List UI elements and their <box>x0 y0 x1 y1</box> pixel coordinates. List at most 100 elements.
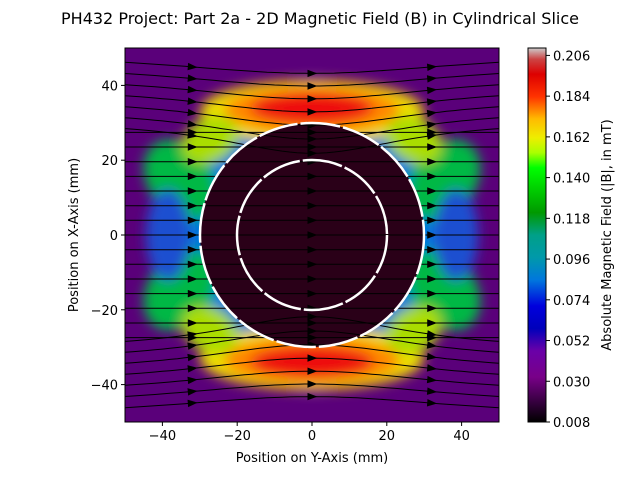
streamline-arrow <box>427 172 438 181</box>
streamline-arrow <box>307 69 318 78</box>
streamline-arrow <box>427 275 438 283</box>
y-tick-label: −40 <box>91 379 118 394</box>
streamline-arrow <box>426 352 438 361</box>
streamline-arrow <box>426 132 438 140</box>
streamline-arrow <box>307 216 318 225</box>
streamline-arrow <box>307 95 318 103</box>
y-tick-label: 20 <box>101 154 118 169</box>
streamline-arrow <box>187 62 198 71</box>
streamline-arrow <box>187 120 198 128</box>
streamline-arrow <box>187 399 198 408</box>
x-tick-label: 20 <box>379 429 396 444</box>
streamline-arrow <box>187 260 198 269</box>
streamline-arrow <box>307 327 318 335</box>
colorbar-tick-label: 0.008 <box>553 416 590 431</box>
streamline-arrow <box>427 245 438 254</box>
streamline-arrow <box>307 354 318 362</box>
streamline-arrow <box>187 216 198 225</box>
streamline-arrow <box>426 364 438 372</box>
streamline-arrow <box>427 216 438 225</box>
x-tick-label: −20 <box>223 429 250 444</box>
streamline-arrow <box>307 82 318 90</box>
streamline-arrow <box>427 289 438 298</box>
streamline-arrow <box>307 108 318 116</box>
streamline-arrow <box>427 333 438 342</box>
streamline-arrow <box>427 231 438 239</box>
streamline-arrow <box>307 289 318 298</box>
streamline-arrow <box>426 63 438 71</box>
streamline-arrow <box>187 353 198 362</box>
colorbar-tick-label: 0.052 <box>553 335 590 350</box>
streamline-arrow <box>187 85 198 94</box>
streamline-arrow <box>187 74 198 82</box>
plot-area <box>125 48 499 422</box>
streamline-arrow <box>426 121 438 129</box>
y-axis-label: Position on X-Axis (mm) <box>67 158 82 312</box>
streamline-arrow <box>307 143 318 151</box>
streamline-arrow <box>187 108 198 117</box>
x-axis-label: Position on Y-Axis (mm) <box>236 451 388 466</box>
streamline-arrow <box>427 157 438 166</box>
streamline-arrow <box>307 380 318 388</box>
y-tick-label: 40 <box>101 79 118 94</box>
colorbar-ticks: 0.008 0.030 0.052 0.074 0.096 0.118 0.140 0.162… <box>546 49 590 431</box>
colorbar-tick-label: 0.206 <box>553 49 590 64</box>
streamline-arrow <box>187 97 198 105</box>
streamline-arrow <box>426 86 438 95</box>
colorbar-tick-label: 0.140 <box>553 172 590 187</box>
outer-circle <box>198 121 426 349</box>
streamline-arrow <box>187 342 198 350</box>
colorbar-tick-label: 0.118 <box>553 212 590 227</box>
streamline-arrow <box>187 275 198 283</box>
streamline-arrow <box>307 201 318 210</box>
streamline-arrow <box>187 289 198 298</box>
chart-title: PH432 Project: Part 2a - 2D Magnetic Fie… <box>61 9 579 28</box>
streamline-arrow <box>307 367 318 375</box>
colorbar <box>527 47 547 423</box>
streamline-arrow <box>307 245 318 254</box>
streamline-arrow <box>187 231 198 239</box>
y-tick-label: −20 <box>91 304 118 319</box>
x-tick-label: 40 <box>453 429 470 444</box>
streamline-arrow <box>427 201 438 210</box>
streamline-arrow <box>307 319 318 327</box>
streamline-arrow <box>307 392 318 401</box>
streamline-arrow <box>426 375 438 384</box>
streamline-arrow <box>307 172 318 181</box>
colorbar-tick-label: 0.074 <box>553 294 590 309</box>
colorbar-tick-label: 0.162 <box>553 131 590 146</box>
y-axis-ticks: −40 −20 0 20 40 <box>91 79 125 394</box>
colorbar-tick-label: 0.184 <box>553 90 590 105</box>
inner-circle <box>235 158 389 312</box>
streamline-arrow <box>307 231 318 239</box>
streamline-arrow <box>187 376 198 385</box>
streamline-arrow <box>187 143 198 151</box>
streamline-arrow <box>426 109 438 118</box>
streamline-arrow <box>427 187 438 195</box>
streamline-arrow <box>427 319 438 327</box>
streamline-arrow <box>187 333 198 342</box>
streamline-arrow <box>187 304 198 313</box>
streamline-arrow <box>307 128 318 137</box>
streamline-arrow <box>426 75 438 83</box>
streamline-arrow <box>187 131 198 139</box>
streamline-arrow <box>307 260 318 269</box>
streamline-arrow <box>427 304 438 313</box>
colorbar-label: Absolute Magnetic Field (|B|, in mT) <box>600 119 615 350</box>
streamline-arrow <box>187 172 198 181</box>
x-tick-label: 0 <box>308 429 316 444</box>
streamline-arrow <box>307 135 318 143</box>
streamline-arrow <box>187 201 198 210</box>
streamline-arrow <box>307 312 318 321</box>
streamline-arrow <box>426 399 438 407</box>
streamline-arrow <box>187 157 198 166</box>
streamline-arrow <box>187 187 198 195</box>
y-tick-label: 0 <box>110 229 118 244</box>
colorbar-tick-label: 0.096 <box>553 253 590 268</box>
streamline-arrow <box>307 149 318 158</box>
field-streamlines <box>125 61 499 409</box>
streamline-arrow <box>426 98 438 106</box>
streamline-arrow <box>427 143 438 151</box>
colorbar-tick-label: 0.030 <box>553 375 590 390</box>
